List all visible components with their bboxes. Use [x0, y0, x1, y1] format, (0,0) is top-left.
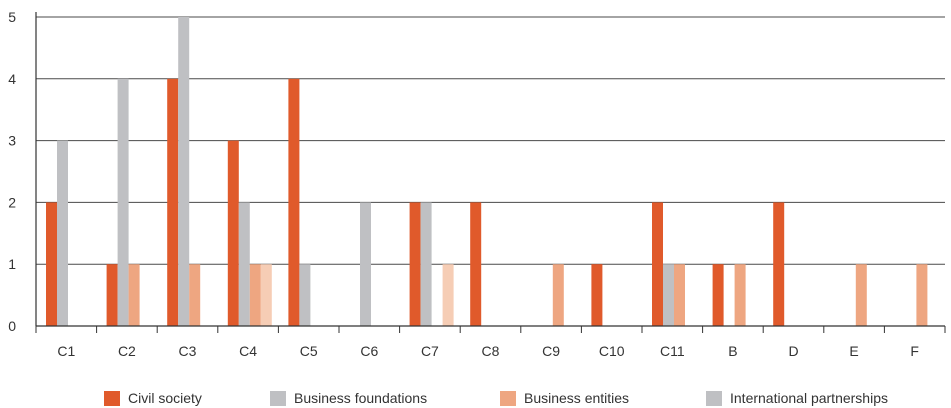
bar-c2-series-1	[106, 264, 118, 326]
y-tick-label: 5	[8, 9, 16, 25]
bar-c3-series-1	[167, 78, 179, 326]
axes	[35, 12, 946, 333]
bar-c11-series-1	[652, 202, 663, 326]
x-tick-label: C4	[239, 343, 257, 359]
bar-c2-series-2	[117, 78, 129, 326]
bar-c1-series-1	[46, 202, 57, 326]
legend: Civil society Business foundations Busines…	[0, 388, 951, 408]
bar-c4-series-2	[238, 202, 250, 326]
legend-item: Business entities	[500, 388, 629, 408]
x-tick-label: C8	[482, 343, 500, 359]
legend-label: Business foundations	[294, 390, 428, 406]
bar-c6-series-2	[360, 202, 371, 326]
bar-c9-series-3	[552, 264, 564, 326]
bar-c4-series-3	[249, 264, 261, 326]
x-tick-label: E	[849, 343, 858, 359]
legend-swatch	[104, 390, 120, 406]
bar-c11-series-2	[663, 264, 674, 326]
x-tick-label: C3	[179, 343, 197, 359]
bar-b-series-3	[734, 264, 746, 326]
x-tick-label: C1	[57, 343, 75, 359]
x-tick-label: C9	[542, 343, 560, 359]
y-tick-label: 0	[8, 318, 16, 334]
legend-label: International partnerships	[730, 390, 888, 406]
bar-c5-series-2	[299, 264, 311, 326]
bar-f-series-3	[916, 264, 928, 326]
bar-c8-series-1	[470, 202, 482, 326]
bar-c5-series-1	[288, 78, 300, 326]
y-tick-label: 3	[8, 133, 16, 149]
bar-chart: 0 1 2 3 4 5 C1 C2 C3 C4 C5 C6 C7 C8 C9 C10 C11 B D E F	[8, 9, 946, 359]
bar-c11-series-3	[674, 264, 685, 326]
legend-item: Business foundations	[270, 388, 427, 408]
bar-e-series-3	[855, 264, 867, 326]
y-tick-label: 2	[8, 194, 16, 210]
x-tick-label: D	[788, 343, 798, 359]
legend-item: Civil society	[104, 388, 202, 408]
bar-c4-series-4	[260, 264, 272, 326]
bar-d-series-1	[773, 202, 785, 326]
x-tick-label: C5	[300, 343, 318, 359]
bars	[46, 17, 928, 326]
bar-b-series-1	[712, 264, 724, 326]
x-tick-label: C7	[421, 343, 439, 359]
y-tick-label: 4	[8, 71, 16, 87]
legend-item: International partnerships	[706, 388, 888, 408]
x-tick-label: C6	[360, 343, 378, 359]
x-tick-label: C10	[599, 343, 625, 359]
bar-c3-series-3	[189, 264, 201, 326]
bar-c10-series-1	[591, 264, 603, 326]
legend-swatch	[270, 390, 286, 406]
legend-swatch	[706, 390, 722, 406]
x-tick-label: C2	[118, 343, 136, 359]
x-tick-label: B	[728, 343, 737, 359]
x-axis-tick-labels: C1 C2 C3 C4 C5 C6 C7 C8 C9 C10 C11 B D E F	[57, 343, 919, 359]
bar-c1-series-2	[57, 140, 68, 326]
bar-c7-series-2	[420, 202, 432, 326]
bar-c7-series-1	[409, 202, 421, 326]
legend-swatch	[500, 390, 516, 406]
y-axis-tick-labels: 0 1 2 3 4 5	[8, 9, 16, 334]
x-tick-label: C11	[660, 343, 685, 359]
bar-c2-series-3	[128, 264, 140, 326]
bar-c4-series-1	[227, 140, 239, 326]
bar-c3-series-2	[178, 17, 190, 326]
y-tick-label: 1	[8, 256, 16, 272]
bar-c7-series-4	[442, 264, 454, 326]
legend-label: Business entities	[524, 390, 630, 406]
legend-label: Civil society	[128, 390, 202, 406]
x-tick-label: F	[910, 343, 919, 359]
